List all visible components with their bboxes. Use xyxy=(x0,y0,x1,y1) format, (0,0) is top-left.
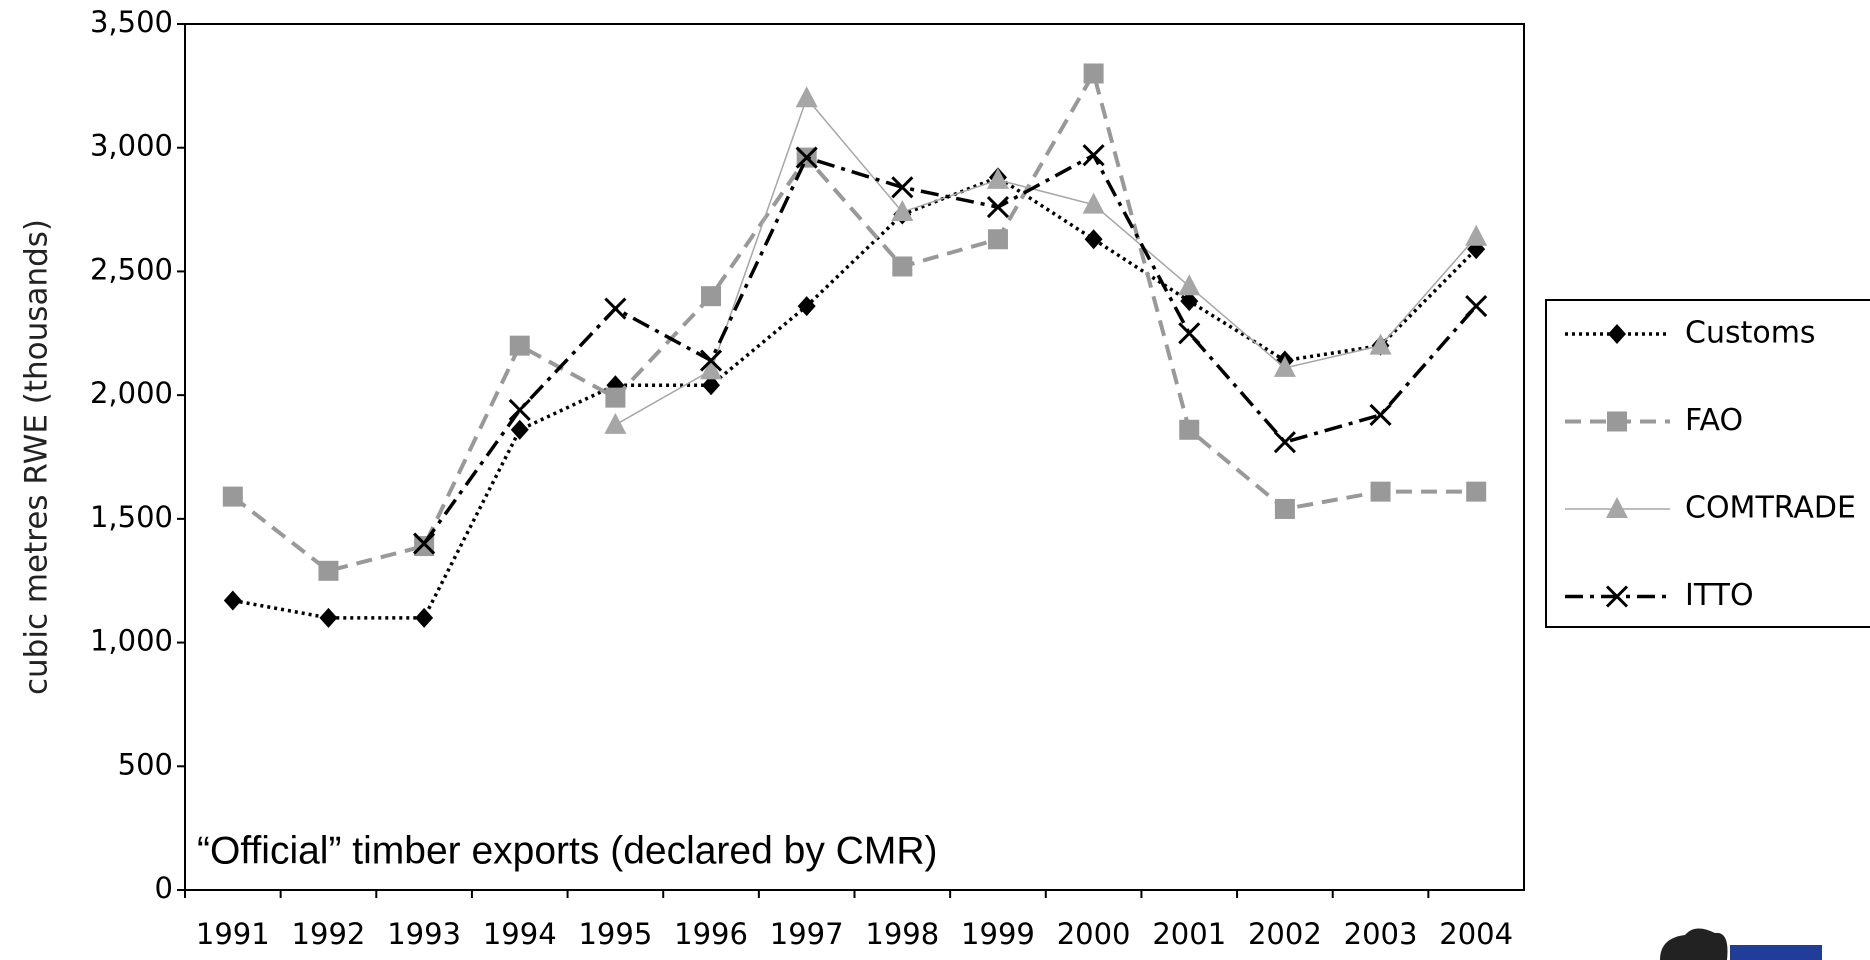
point xyxy=(987,229,1008,250)
point xyxy=(1082,144,1105,167)
x-tick-label: 1999 xyxy=(961,917,1035,951)
point xyxy=(509,335,530,356)
point xyxy=(701,286,722,307)
series-line xyxy=(422,152,1478,545)
y-tick-label: 3,000 xyxy=(90,129,173,163)
y-tick-label: 2,000 xyxy=(90,376,173,410)
point xyxy=(319,607,338,628)
annotation: “Official” timber exports (declared by C… xyxy=(197,829,937,872)
x-tick-label: 1996 xyxy=(674,917,748,951)
point xyxy=(1178,274,1201,296)
point xyxy=(1273,355,1296,377)
legend-marker xyxy=(1608,324,1626,344)
point xyxy=(1273,431,1296,454)
point xyxy=(986,167,1009,189)
y-tick-label: 2,500 xyxy=(90,252,173,286)
point xyxy=(413,532,436,555)
point xyxy=(986,196,1010,219)
series-line xyxy=(615,96,1477,426)
point xyxy=(1084,229,1103,250)
x-tick-label: 2002 xyxy=(1248,917,1322,951)
point xyxy=(892,256,913,277)
legend-marker xyxy=(1605,585,1629,608)
legend-marker xyxy=(1606,497,1628,518)
y-tick-label: 500 xyxy=(118,747,173,781)
point xyxy=(1178,322,1201,345)
point xyxy=(510,419,529,440)
point xyxy=(508,398,531,422)
legend-label: ITTO xyxy=(1685,578,1754,613)
y-tick-label: 0 xyxy=(155,871,173,905)
x-tick-label: 1995 xyxy=(578,917,652,951)
point xyxy=(1274,498,1295,519)
series-line xyxy=(231,68,1477,573)
point xyxy=(795,146,818,169)
point xyxy=(604,297,627,320)
point xyxy=(1466,481,1487,502)
legend-box xyxy=(1545,299,1870,628)
x-tick-label: 2004 xyxy=(1439,917,1513,951)
x-tick-label: 1994 xyxy=(483,917,557,951)
legend-marker xyxy=(1607,411,1627,432)
point xyxy=(1370,481,1391,502)
x-tick-label: 1998 xyxy=(865,917,939,951)
point xyxy=(604,412,627,434)
point xyxy=(795,86,818,108)
point xyxy=(702,375,721,396)
point xyxy=(1369,333,1392,355)
y-tick-label: 1,500 xyxy=(90,500,173,534)
logo xyxy=(1660,928,1822,960)
point xyxy=(891,176,914,199)
x-tick-label: 1991 xyxy=(196,917,270,951)
x-tick-label: 2003 xyxy=(1344,917,1418,951)
point xyxy=(318,560,339,581)
y-tick-label: 1,000 xyxy=(90,624,173,658)
x-tick-label: 1997 xyxy=(770,917,844,951)
point xyxy=(223,590,242,611)
point xyxy=(700,358,723,380)
point xyxy=(1465,295,1488,318)
plot-frame xyxy=(184,23,1525,891)
point xyxy=(415,607,434,628)
point xyxy=(797,296,816,317)
point xyxy=(891,200,914,222)
point xyxy=(414,536,435,557)
point xyxy=(1369,403,1392,426)
point xyxy=(605,387,626,408)
legend-label: FAO xyxy=(1685,403,1743,438)
point xyxy=(1465,224,1488,246)
point xyxy=(1082,192,1105,214)
x-tick-label: 2001 xyxy=(1152,917,1226,951)
point xyxy=(1083,63,1104,84)
legend-label: Customs xyxy=(1685,316,1816,351)
x-tick-label: 2000 xyxy=(1057,917,1131,951)
x-tick-label: 1993 xyxy=(387,917,461,951)
legend-label: COMTRADE xyxy=(1685,491,1856,526)
y-axis-label: cubic metres RWE (thousands) xyxy=(19,219,55,695)
x-tick-label: 1992 xyxy=(292,917,366,951)
point xyxy=(1180,291,1199,312)
point xyxy=(1179,419,1200,440)
y-tick-label: 3,500 xyxy=(90,5,173,39)
point xyxy=(222,486,243,507)
point xyxy=(699,349,723,372)
